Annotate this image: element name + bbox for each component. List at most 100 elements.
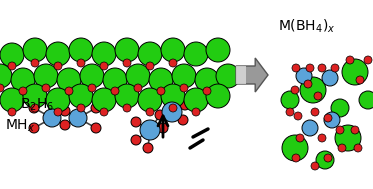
Circle shape — [292, 64, 300, 72]
Circle shape — [282, 135, 308, 161]
Circle shape — [126, 64, 150, 88]
Circle shape — [0, 88, 24, 112]
Circle shape — [281, 91, 299, 109]
Circle shape — [331, 99, 349, 117]
Circle shape — [300, 77, 326, 103]
Circle shape — [324, 154, 332, 162]
Text: M(BH$_4$)$_x$: M(BH$_4$)$_x$ — [278, 18, 335, 35]
Circle shape — [140, 120, 160, 140]
Circle shape — [46, 42, 70, 66]
Circle shape — [311, 162, 319, 170]
Circle shape — [134, 84, 142, 92]
Circle shape — [100, 108, 108, 116]
Circle shape — [316, 151, 334, 169]
Circle shape — [364, 56, 372, 64]
Circle shape — [146, 62, 154, 70]
Circle shape — [0, 64, 12, 88]
Circle shape — [306, 64, 314, 72]
Circle shape — [80, 64, 104, 88]
Circle shape — [206, 38, 230, 62]
Circle shape — [138, 42, 162, 66]
Circle shape — [314, 92, 322, 100]
Circle shape — [34, 64, 58, 88]
Circle shape — [131, 135, 141, 145]
Circle shape — [195, 68, 219, 92]
Circle shape — [203, 87, 211, 95]
Circle shape — [100, 62, 108, 70]
Circle shape — [88, 84, 96, 92]
Circle shape — [60, 106, 70, 116]
Circle shape — [336, 126, 344, 134]
Circle shape — [180, 84, 188, 92]
Circle shape — [169, 59, 177, 67]
Circle shape — [131, 117, 141, 127]
Circle shape — [304, 80, 312, 88]
Circle shape — [172, 64, 196, 88]
Circle shape — [115, 38, 139, 62]
Circle shape — [143, 143, 153, 153]
Circle shape — [318, 134, 326, 142]
Circle shape — [54, 108, 62, 116]
Circle shape — [77, 104, 85, 112]
Circle shape — [162, 102, 182, 122]
Circle shape — [69, 84, 93, 108]
Circle shape — [324, 114, 332, 122]
Circle shape — [0, 84, 4, 92]
Circle shape — [8, 108, 16, 116]
Circle shape — [157, 87, 165, 95]
Circle shape — [158, 123, 168, 133]
Circle shape — [42, 84, 50, 92]
Circle shape — [54, 62, 62, 70]
Circle shape — [29, 123, 39, 133]
Circle shape — [155, 110, 165, 120]
Circle shape — [149, 68, 173, 92]
Circle shape — [31, 59, 39, 67]
Circle shape — [103, 68, 127, 92]
Circle shape — [351, 126, 359, 134]
Circle shape — [46, 88, 70, 112]
Circle shape — [331, 64, 339, 72]
Circle shape — [91, 123, 101, 133]
Circle shape — [111, 87, 119, 95]
Circle shape — [92, 42, 116, 66]
Circle shape — [346, 56, 354, 64]
Circle shape — [19, 87, 27, 95]
Circle shape — [43, 109, 61, 127]
Circle shape — [178, 115, 188, 125]
Circle shape — [146, 108, 154, 116]
Circle shape — [65, 87, 73, 95]
Circle shape — [69, 109, 87, 127]
Circle shape — [302, 120, 318, 136]
Circle shape — [115, 84, 139, 108]
Circle shape — [123, 104, 131, 112]
Circle shape — [23, 84, 47, 108]
Circle shape — [8, 62, 16, 70]
Circle shape — [91, 103, 101, 113]
Circle shape — [184, 42, 208, 66]
Circle shape — [318, 64, 326, 72]
Polygon shape — [236, 58, 268, 92]
Circle shape — [335, 125, 361, 151]
Circle shape — [359, 91, 373, 109]
Circle shape — [296, 134, 304, 142]
Text: B$_2$H$_6$: B$_2$H$_6$ — [20, 97, 54, 113]
Circle shape — [60, 120, 70, 130]
Circle shape — [324, 112, 340, 128]
Circle shape — [92, 88, 116, 112]
Circle shape — [354, 144, 362, 152]
Circle shape — [11, 68, 35, 92]
Circle shape — [77, 59, 85, 67]
Circle shape — [311, 108, 319, 116]
Circle shape — [57, 68, 81, 92]
Circle shape — [296, 68, 312, 84]
Circle shape — [291, 86, 299, 94]
Circle shape — [161, 38, 185, 62]
Circle shape — [322, 70, 338, 86]
Circle shape — [292, 154, 300, 162]
Circle shape — [23, 38, 47, 62]
Polygon shape — [236, 66, 245, 84]
Circle shape — [29, 103, 39, 113]
Circle shape — [0, 43, 24, 67]
Circle shape — [161, 84, 185, 108]
Circle shape — [192, 108, 200, 116]
